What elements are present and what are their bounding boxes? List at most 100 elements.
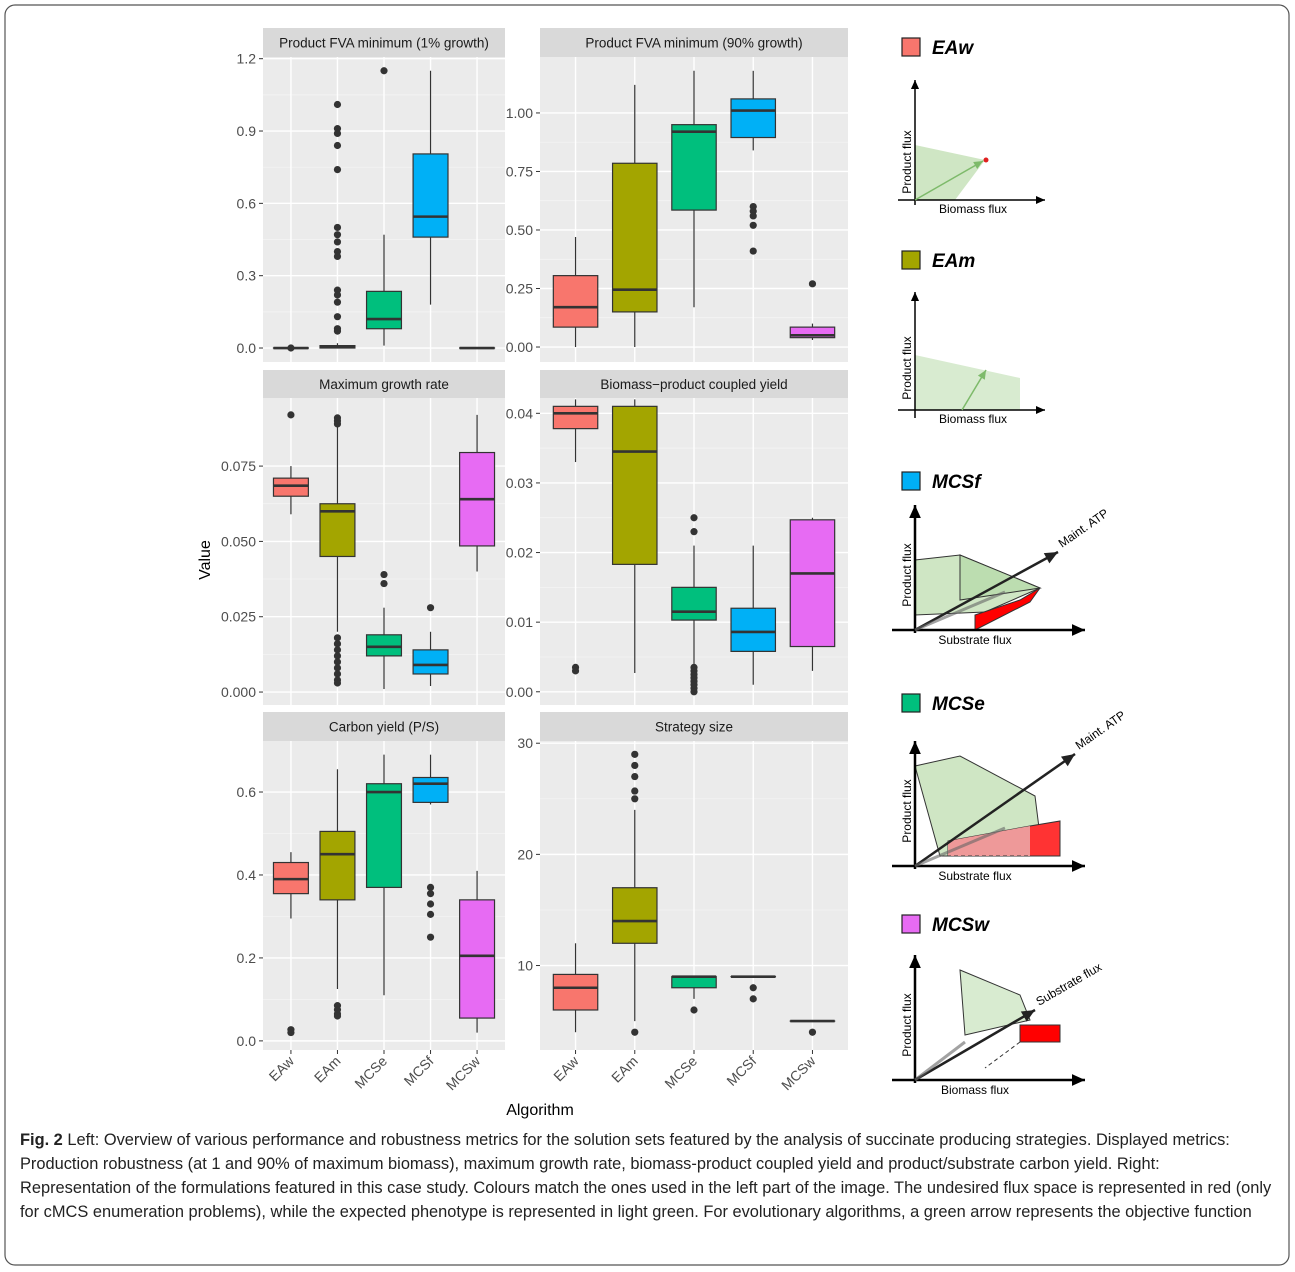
box: [789, 519, 836, 648]
arrow-head: [1043, 552, 1058, 564]
outlier: [333, 129, 342, 138]
axis-label: Product flux: [900, 543, 914, 606]
strip: [540, 28, 848, 57]
shadow-line: [914, 590, 1006, 632]
y-tick-label: 0.04: [506, 405, 533, 421]
box: [319, 830, 356, 901]
panel-title: Carbon yield (P/S): [329, 720, 439, 735]
strip: [263, 370, 505, 398]
region: [948, 826, 1030, 856]
box: [611, 887, 658, 944]
box: [671, 124, 717, 211]
outlier: [333, 634, 342, 642]
y-tick-label: 0.00: [506, 684, 533, 700]
y-tick-label: 0.25: [506, 281, 533, 297]
box: [412, 776, 449, 803]
outlier: [333, 640, 342, 648]
outlier: [380, 579, 388, 588]
box: [552, 405, 599, 430]
outlier: [749, 221, 757, 229]
outlier: [690, 514, 698, 522]
box: [611, 405, 658, 565]
y-axis-title: Value: [197, 540, 214, 580]
arrow-head: [909, 741, 921, 754]
box: [365, 290, 403, 330]
y-tick-label: 1.2: [237, 51, 257, 67]
shadow-line: [914, 826, 1006, 868]
outlier: [808, 280, 817, 288]
legend-label: MCSw: [932, 915, 990, 936]
arrow-head: [910, 80, 920, 89]
region: [1019, 1024, 1061, 1043]
arrow-head: [910, 292, 920, 301]
legend-label: EAm: [932, 251, 975, 272]
y-tick-label: 20: [517, 846, 533, 862]
axis-label: Product flux: [900, 993, 914, 1056]
axis-arrow: [914, 752, 1076, 868]
x-tick-label: MCSe: [351, 1053, 390, 1092]
outlier: [426, 900, 435, 908]
y-tick-label: 0.03: [506, 475, 533, 491]
region: [915, 145, 985, 200]
legend-swatch: [901, 471, 921, 491]
outlier: [333, 165, 342, 174]
region: [959, 969, 1031, 1036]
x-tick-label: MCSe: [661, 1053, 700, 1092]
outlier: [333, 652, 342, 660]
arrow-head: [1036, 195, 1045, 205]
outlier: [631, 761, 639, 770]
region: [974, 587, 1041, 631]
axis-label: Biomass flux: [939, 412, 1007, 426]
outlier: [749, 984, 757, 992]
box: [730, 607, 777, 652]
outlier: [426, 890, 435, 898]
outlier: [333, 231, 342, 239]
outlier: [333, 327, 342, 335]
axis-label: Product flux: [900, 779, 914, 842]
outlier: [333, 658, 342, 666]
axis-arrow: [914, 550, 1059, 632]
y-tick-label: 0.9: [237, 123, 257, 139]
x-tick-label: MCSw: [443, 1052, 484, 1093]
y-tick-label: 0.6: [237, 784, 257, 800]
outlier: [631, 750, 639, 758]
legend-swatch: [901, 250, 921, 270]
arrow-label: Maint. ATP: [1056, 506, 1111, 551]
y-tick-label: 0.01: [506, 614, 533, 630]
outlier: [426, 883, 435, 892]
y-tick-label: 0.025: [221, 609, 256, 625]
axis-label: Biomass flux: [939, 202, 1007, 216]
box: [789, 326, 836, 339]
outlier: [333, 664, 342, 672]
y-tick-label: 0.02: [506, 545, 533, 561]
y-tick-label: 10: [517, 958, 533, 974]
y-tick-label: 0.075: [221, 458, 256, 474]
y-tick-label: 0.6: [237, 195, 257, 211]
outlier: [426, 933, 435, 941]
box: [412, 153, 449, 238]
y-tick-label: 0.0: [237, 340, 257, 356]
legend-swatch: [901, 693, 921, 713]
box: [365, 634, 403, 657]
outlier: [287, 344, 295, 352]
legend-label: EAw: [932, 38, 974, 59]
strip: [263, 712, 505, 741]
outlier: [287, 411, 295, 419]
point: [983, 157, 989, 163]
outlier: [571, 667, 580, 675]
outlier: [333, 670, 342, 678]
y-tick-label: 0.050: [221, 533, 256, 549]
y-tick-label: 0.000: [221, 684, 256, 700]
y-tick-label: 0.3: [237, 268, 257, 284]
box: [412, 649, 449, 675]
shadow-line: [914, 1040, 966, 1082]
outlier: [426, 604, 435, 612]
x-tick-label: MCSf: [723, 1053, 759, 1089]
outlier: [690, 528, 698, 536]
outlier: [749, 247, 757, 255]
region: [915, 355, 1020, 410]
box: [730, 98, 777, 139]
y-tick-label: 1.00: [506, 105, 533, 121]
box: [272, 477, 309, 497]
